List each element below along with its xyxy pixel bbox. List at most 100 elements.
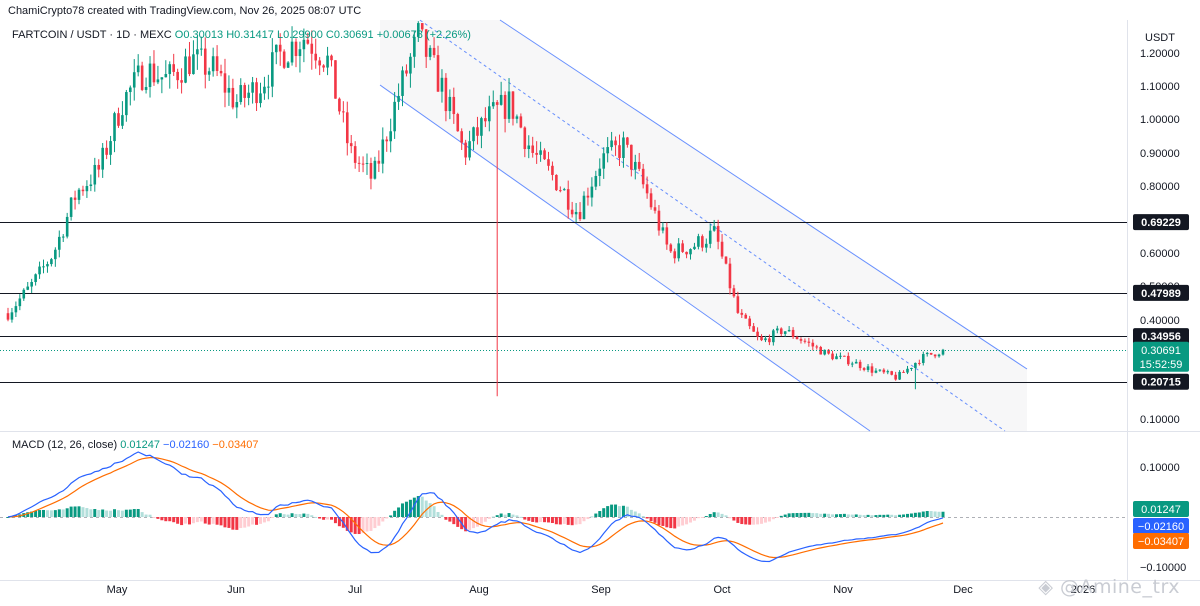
- candle-body: [50, 259, 53, 265]
- macd-tick-label: −0.10000: [1140, 562, 1186, 574]
- candle-body: [361, 163, 365, 165]
- macd-hist-bar: [594, 513, 598, 517]
- candle-body: [795, 337, 799, 340]
- macd-hist-bar: [361, 517, 365, 534]
- price-tick-label: 0.10000: [1140, 414, 1180, 426]
- candle-body: [716, 226, 720, 242]
- macd-hist-bar: [219, 517, 223, 526]
- candle-body: [357, 162, 361, 164]
- symbol-legend: FARTCOIN / USDT · 1D · MEXC O0.30013 H0.…: [12, 29, 471, 41]
- candle-body: [144, 87, 148, 90]
- macd-hist-bar: [578, 517, 582, 525]
- macd-hist-bar: [704, 516, 708, 518]
- macd-hist-bar: [357, 517, 361, 535]
- macd-hist-bar: [436, 512, 440, 517]
- macd-hist-bar: [57, 509, 61, 517]
- candle-body: [188, 56, 191, 75]
- macd-hist-bar: [326, 517, 330, 520]
- candle-body: [898, 371, 901, 380]
- macd-hist-bar: [128, 509, 132, 517]
- candle-body: [921, 354, 925, 363]
- candle-body: [547, 159, 550, 166]
- candle-body: [298, 49, 302, 57]
- symbol-title[interactable]: FARTCOIN / USDT · 1D · MEXC: [12, 29, 172, 41]
- candle-body: [799, 339, 803, 341]
- candle-body: [93, 164, 97, 185]
- macd-hist-bar: [657, 517, 661, 526]
- candle-body: [637, 161, 641, 169]
- candle-body: [338, 98, 341, 112]
- macd-hist-bar: [302, 513, 306, 517]
- macd-hist-bar: [109, 510, 113, 517]
- macd-hist-bar: [278, 513, 282, 517]
- macd-hist-bar: [685, 517, 689, 525]
- candle-body: [559, 190, 562, 192]
- candle-body: [10, 312, 14, 320]
- candle-body: [673, 251, 677, 259]
- macd-hist-bar: [385, 517, 389, 519]
- candle-body: [397, 95, 400, 102]
- macd-hist-bar: [925, 511, 929, 517]
- candle-body: [215, 56, 219, 71]
- macd-hist-bar: [397, 507, 401, 517]
- macd-hist-bar: [831, 514, 835, 517]
- price-tick-label: 0.60000: [1140, 248, 1180, 260]
- macd-hist-bar: [116, 510, 120, 517]
- macd-hist-bar: [527, 517, 531, 521]
- candle-body: [728, 263, 732, 289]
- macd-hist-bar: [570, 517, 574, 526]
- macd-hist-bar: [771, 517, 775, 520]
- candle-body: [933, 354, 937, 357]
- macd-hist-bar: [645, 517, 649, 519]
- macd-hist-bar: [464, 517, 468, 532]
- macd-hist-bar: [783, 514, 787, 517]
- candle-body: [839, 355, 842, 357]
- candle-body: [310, 43, 314, 54]
- candle-body: [803, 340, 807, 342]
- candle-body: [211, 56, 215, 72]
- macd-hist-bar: [815, 513, 819, 517]
- candle-body: [196, 49, 199, 55]
- candle-body: [77, 189, 81, 200]
- macd-hist-bar: [432, 506, 436, 517]
- candle-body: [105, 147, 108, 155]
- macd-hist-bar: [172, 517, 176, 523]
- macd-hist-bar: [744, 517, 748, 525]
- macd-hist-bar: [235, 517, 239, 530]
- candle-body: [776, 328, 779, 331]
- macd-hist-bar: [858, 514, 862, 517]
- candle-body: [519, 116, 523, 128]
- macd-hist-value: 0.01247: [120, 439, 160, 451]
- candle-body: [866, 366, 870, 370]
- candle-body: [535, 152, 538, 155]
- macd-hist-bar: [404, 501, 408, 517]
- macd-hist-bar: [550, 517, 554, 524]
- macd-hist-bar: [6, 517, 10, 518]
- macd-hist-bar: [475, 517, 479, 527]
- macd-hist-bar: [164, 517, 168, 522]
- candle-body: [689, 249, 692, 255]
- macd-hist-bar: [827, 513, 831, 517]
- macd-hist-bar: [621, 505, 625, 517]
- candle-body: [73, 197, 77, 200]
- candle-body: [274, 44, 278, 53]
- candle-body: [444, 77, 448, 112]
- candle-body: [555, 174, 558, 191]
- candle-body: [409, 56, 412, 74]
- macd-hist-bar: [562, 517, 566, 524]
- macd-title[interactable]: MACD (12, 26, close): [12, 439, 118, 451]
- macd-hist-bar: [487, 517, 491, 519]
- candle-body: [661, 227, 665, 231]
- candle-body: [381, 139, 385, 164]
- macd-hist-bar: [760, 517, 764, 524]
- macd-hist-bar: [322, 517, 326, 520]
- macd-value-tag: [1133, 518, 1189, 534]
- macd-hist-bar: [862, 515, 866, 517]
- candle-body: [649, 193, 653, 208]
- candle-body: [22, 289, 26, 299]
- candle-body: [507, 91, 511, 119]
- candle-body: [318, 60, 321, 66]
- candle-body: [495, 102, 499, 105]
